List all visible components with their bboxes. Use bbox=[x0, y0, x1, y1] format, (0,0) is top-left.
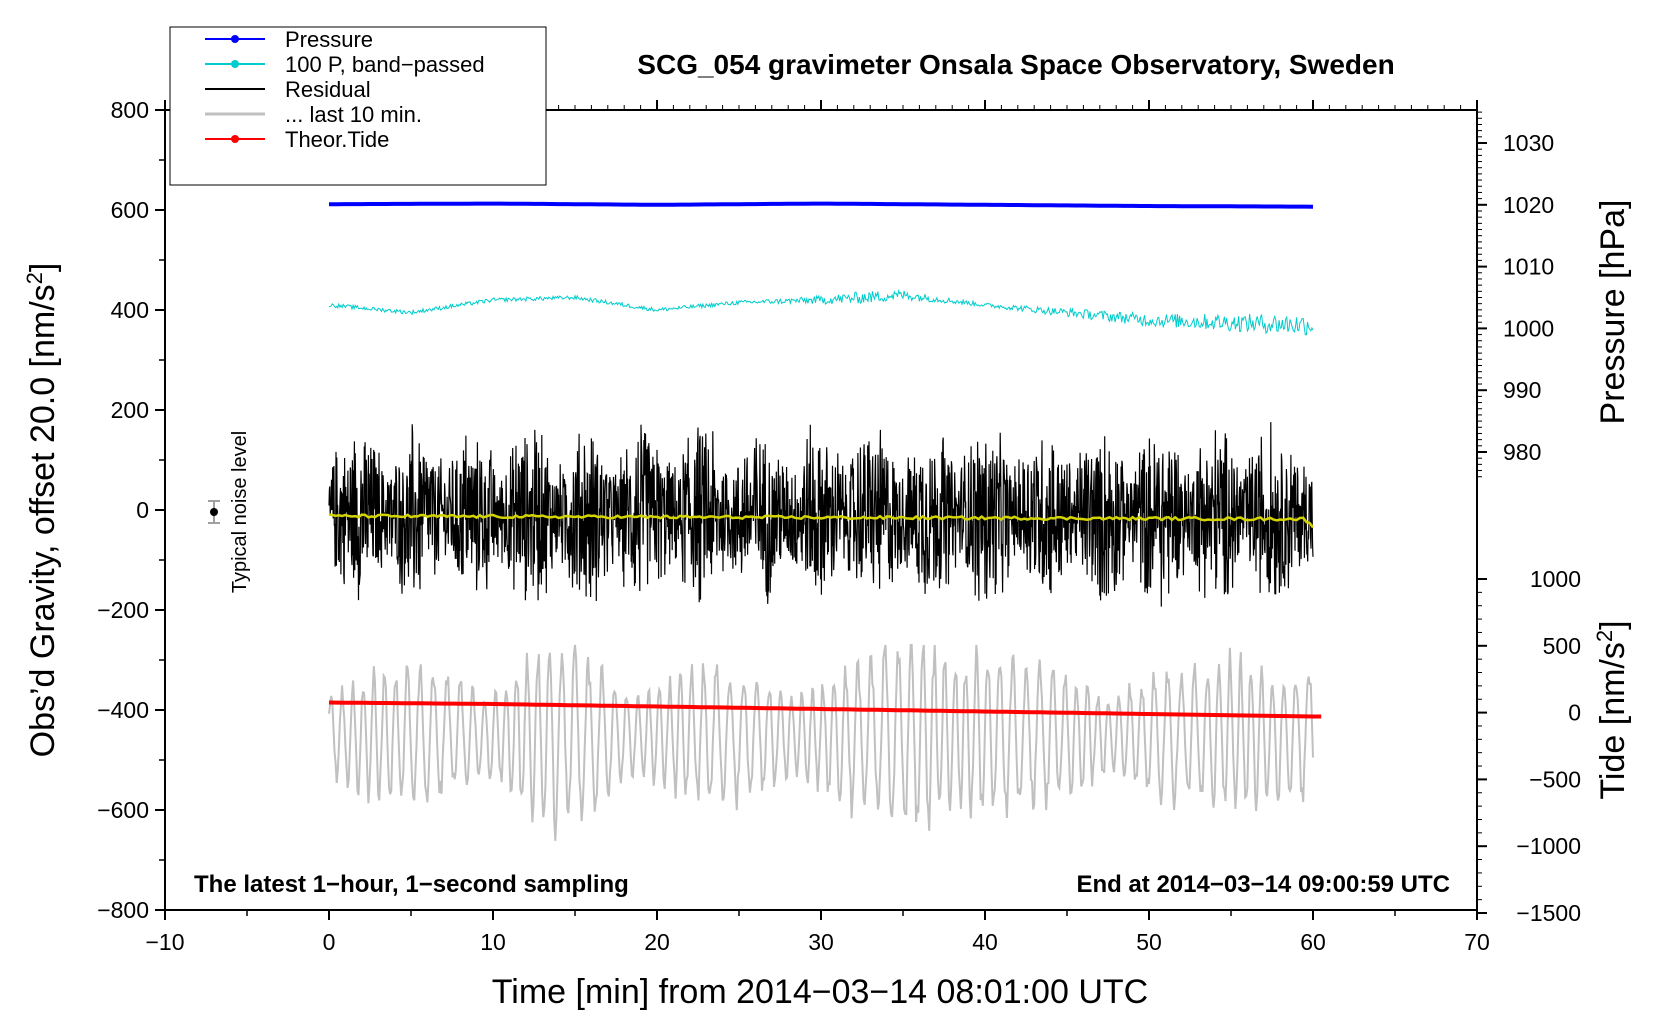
legend-marker bbox=[231, 60, 239, 68]
y-tick-label: 200 bbox=[111, 397, 149, 423]
x-tick-label: 0 bbox=[323, 929, 336, 955]
series-pressure bbox=[329, 201, 1314, 209]
series-residual bbox=[328, 422, 1314, 607]
annotation-sampling: The latest 1−hour, 1−second sampling bbox=[194, 871, 629, 898]
series-band-passed-pressure bbox=[328, 289, 1314, 336]
legend-marker bbox=[231, 135, 239, 143]
tide-tick-label: −1000 bbox=[1516, 833, 1581, 859]
y-tick-label: −400 bbox=[97, 697, 149, 723]
tide-tick-label: −1500 bbox=[1516, 900, 1581, 926]
pressure-tick-label: 1030 bbox=[1503, 130, 1554, 156]
x-tick-label: 70 bbox=[1464, 929, 1490, 955]
series-smoothed-residual bbox=[328, 513, 1314, 529]
x-tick-label: 50 bbox=[1136, 929, 1162, 955]
noise-level-marker bbox=[208, 500, 220, 524]
series-theoretical-tide bbox=[328, 700, 1322, 719]
x-axis-label: Time [min] from 2014−03−14 08:01:00 UTC bbox=[492, 973, 1148, 1011]
pressure-tick-label: 980 bbox=[1503, 439, 1541, 465]
tide-tick-label: 500 bbox=[1543, 633, 1581, 659]
y-tick-label: 400 bbox=[111, 297, 149, 323]
x-tick-label: 20 bbox=[644, 929, 670, 955]
chart-title: SCG_054 gravimeter Onsala Space Observat… bbox=[637, 49, 1394, 80]
y-axis-label-left: Obs’d Gravity, offset 20.0 [nm/s2] bbox=[22, 263, 63, 758]
ticks-layer: −10 0 10 20 30 40 50 60 708006004002000−200−400−… bbox=[97, 97, 1581, 955]
legend-label: Theor.Tide bbox=[285, 127, 389, 152]
series-last-10-min bbox=[328, 644, 1314, 841]
legend-label: ... last 10 min. bbox=[285, 102, 422, 127]
legend-marker bbox=[231, 35, 239, 43]
annotation-end-time: End at 2014−03−14 09:00:59 UTC bbox=[1076, 871, 1450, 898]
x-tick-label: 60 bbox=[1300, 929, 1326, 955]
pressure-tick-label: 1000 bbox=[1503, 315, 1554, 341]
y-tick-label: 600 bbox=[111, 197, 149, 223]
tide-tick-label: −500 bbox=[1529, 766, 1581, 792]
pressure-tick-label: 1010 bbox=[1503, 254, 1554, 280]
y-axis-label-pressure: Pressure [hPa] bbox=[1594, 200, 1632, 425]
x-tick-label: −10 bbox=[145, 929, 184, 955]
legend-box bbox=[169, 26, 547, 186]
series-layer bbox=[328, 201, 1322, 841]
legend-label: 100 P, band−passed bbox=[285, 52, 485, 77]
y-axis-label-tide: Tide [nm/s2] bbox=[1592, 620, 1633, 799]
y-tick-label: −600 bbox=[97, 797, 149, 823]
legend-label: Pressure bbox=[285, 27, 373, 52]
noise-level-label: Typical noise level bbox=[229, 431, 251, 593]
legend-label: Residual bbox=[285, 77, 371, 102]
y-tick-label: −800 bbox=[97, 897, 149, 923]
pressure-tick-label: 1020 bbox=[1503, 192, 1554, 218]
y-tick-label: −200 bbox=[97, 597, 149, 623]
pressure-tick-label: 990 bbox=[1503, 377, 1541, 403]
tide-tick-label: 1000 bbox=[1530, 566, 1581, 592]
y-tick-label: 0 bbox=[136, 497, 149, 523]
y-tick-label: 800 bbox=[111, 97, 149, 123]
x-tick-label: 30 bbox=[808, 929, 834, 955]
tide-tick-label: 0 bbox=[1568, 700, 1581, 726]
x-tick-label: 10 bbox=[480, 929, 506, 955]
x-tick-label: 40 bbox=[972, 929, 998, 955]
